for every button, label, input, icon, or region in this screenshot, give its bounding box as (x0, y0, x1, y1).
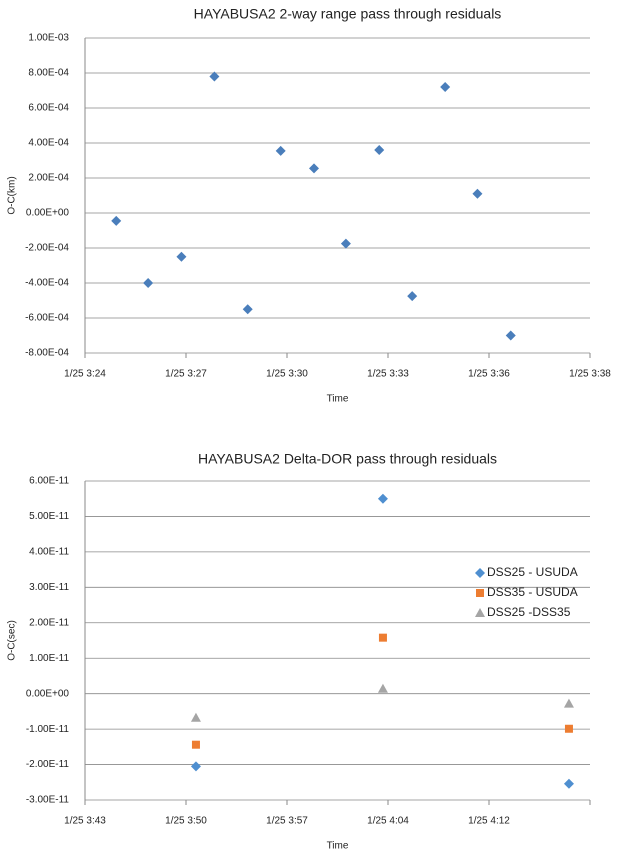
y-tick-label: -3.00E-11 (26, 795, 70, 806)
y-tick-label: 8.00E-04 (28, 68, 69, 79)
legend-marker (475, 568, 485, 578)
chart-title: HAYABUSA2 Delta-DOR pass through residua… (198, 451, 497, 467)
x-tick-label: 1/25 3:43 (64, 816, 106, 827)
data-point (505, 330, 516, 341)
y-tick-label: 1.00E-03 (28, 33, 69, 44)
y-tick-label: 4.00E-04 (28, 138, 69, 149)
data-point (374, 145, 385, 155)
data-point (143, 278, 154, 288)
data-point (377, 683, 388, 693)
y-tick-label: -8.00E-04 (25, 348, 69, 359)
y-tick-label: 1.00E-11 (29, 653, 69, 664)
data-point (563, 778, 574, 789)
x-tick-label: 1/25 3:50 (165, 816, 207, 827)
y-tick-label: 4.00E-11 (29, 547, 69, 558)
data-point (472, 188, 483, 199)
data-point (275, 145, 286, 156)
data-point (440, 82, 451, 92)
y-tick-label: 2.00E-11 (29, 617, 69, 628)
chart-title: HAYABUSA2 2-way range pass through resid… (194, 6, 502, 22)
y-tick-label: 3.00E-11 (29, 582, 69, 593)
y-tick-label: 6.00E-11 (29, 476, 69, 487)
data-point (190, 761, 201, 772)
y-tick-label: -1.00E-11 (26, 724, 70, 735)
data-point (378, 633, 387, 642)
data-point (407, 291, 418, 302)
x-tick-label: 1/25 4:04 (367, 816, 409, 827)
y-tick-label: -2.00E-11 (26, 759, 70, 770)
data-point (176, 251, 187, 262)
x-axis-label: Time (327, 394, 349, 405)
data-point (377, 493, 388, 504)
y-tick-label: 6.00E-04 (28, 103, 69, 114)
legend-label: DSS35 - USUDA (487, 585, 578, 599)
x-tick-label: 1/25 3:27 (165, 369, 207, 380)
data-point (340, 238, 351, 249)
y-tick-label: 2.00E-04 (28, 173, 69, 184)
data-point (242, 304, 253, 315)
data-point (209, 71, 220, 82)
data-point (190, 712, 201, 722)
y-axis-label: O-C(sec) (7, 620, 18, 661)
x-tick-label: 1/25 4:12 (468, 816, 510, 827)
y-tick-label: -4.00E-04 (25, 278, 69, 289)
legend-label: DSS25 -DSS35 (487, 605, 571, 619)
x-tick-label: 1/25 3:36 (468, 369, 510, 380)
data-point (563, 698, 574, 708)
x-tick-label: 1/25 3:30 (266, 369, 308, 380)
data-point (564, 724, 573, 733)
y-tick-label: -2.00E-04 (25, 243, 69, 254)
y-tick-label: 0.00E+00 (26, 208, 70, 219)
x-tick-label: 1/25 3:33 (367, 369, 409, 380)
data-point (309, 163, 320, 174)
x-tick-label: 1/25 3:38 (569, 369, 611, 380)
data-point (191, 740, 200, 749)
data-point (111, 215, 122, 226)
y-tick-label: 0.00E+00 (26, 688, 70, 699)
x-axis-label: Time (327, 841, 349, 852)
legend-marker (475, 608, 485, 617)
x-tick-label: 1/25 3:24 (64, 369, 106, 380)
legend-marker (476, 589, 484, 597)
x-tick-label: 1/25 3:57 (266, 816, 308, 827)
y-axis-label: O-C(km) (7, 176, 18, 214)
y-tick-label: -6.00E-04 (25, 313, 69, 324)
legend-label: DSS25 - USUDA (487, 565, 578, 579)
y-tick-label: 5.00E-11 (29, 511, 69, 522)
